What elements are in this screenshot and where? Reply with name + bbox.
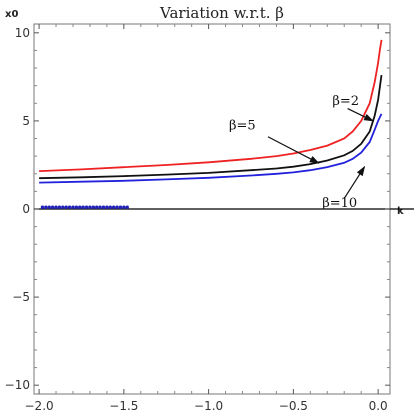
- x-tick-label: −1.5: [109, 399, 138, 413]
- data-point: [64, 205, 68, 209]
- chart-title: Variation w.r.t. β: [159, 4, 284, 22]
- annotation-label-beta-5: β=5: [229, 119, 256, 134]
- data-point: [125, 205, 129, 209]
- data-point: [47, 205, 51, 209]
- x-tick-label: −1.0: [194, 399, 223, 413]
- data-point: [44, 205, 48, 209]
- data-point: [118, 205, 123, 209]
- y-tick-label: 10: [15, 26, 30, 40]
- data-point: [115, 205, 119, 209]
- data-point: [91, 205, 96, 209]
- data-point: [74, 205, 79, 209]
- data-point: [81, 205, 85, 209]
- x-tick-label: −2.0: [25, 399, 54, 413]
- annotation-label-beta-2: β=2: [332, 94, 359, 109]
- data-point: [40, 205, 45, 209]
- data-point: [95, 205, 99, 209]
- x-tick-label: 0.0: [369, 399, 388, 413]
- data-point: [57, 205, 62, 209]
- data-point: [105, 205, 109, 209]
- y-tick-label: 0: [22, 202, 30, 216]
- series-line-beta-2: [39, 39, 383, 172]
- series-line-beta-10: [39, 113, 383, 184]
- data-point: [50, 205, 55, 209]
- x-tick-label: −0.5: [279, 399, 308, 413]
- y-tick-label: −5: [12, 290, 30, 304]
- annotation-label-beta-10: β=10: [322, 196, 357, 211]
- y-axis-label: x0: [5, 9, 18, 20]
- data-point: [54, 205, 58, 209]
- data-point: [122, 205, 126, 209]
- data-point: [67, 205, 72, 209]
- data-point: [98, 205, 102, 209]
- x-axis-label: k: [397, 206, 404, 217]
- data-point: [88, 205, 92, 209]
- data-point: [78, 205, 82, 209]
- data-point: [84, 205, 89, 209]
- y-tick-label: 5: [22, 114, 30, 128]
- annotation-arrow-beta-10: [343, 165, 366, 199]
- annotation-arrow-beta-5: [267, 136, 320, 164]
- data-point: [101, 205, 106, 209]
- y-tick-label: −10: [5, 378, 30, 392]
- data-point: [71, 205, 75, 209]
- data-point: [108, 205, 112, 209]
- data-point: [61, 205, 65, 209]
- data-point: [111, 205, 116, 209]
- annotation-arrow-beta-2: [347, 108, 374, 122]
